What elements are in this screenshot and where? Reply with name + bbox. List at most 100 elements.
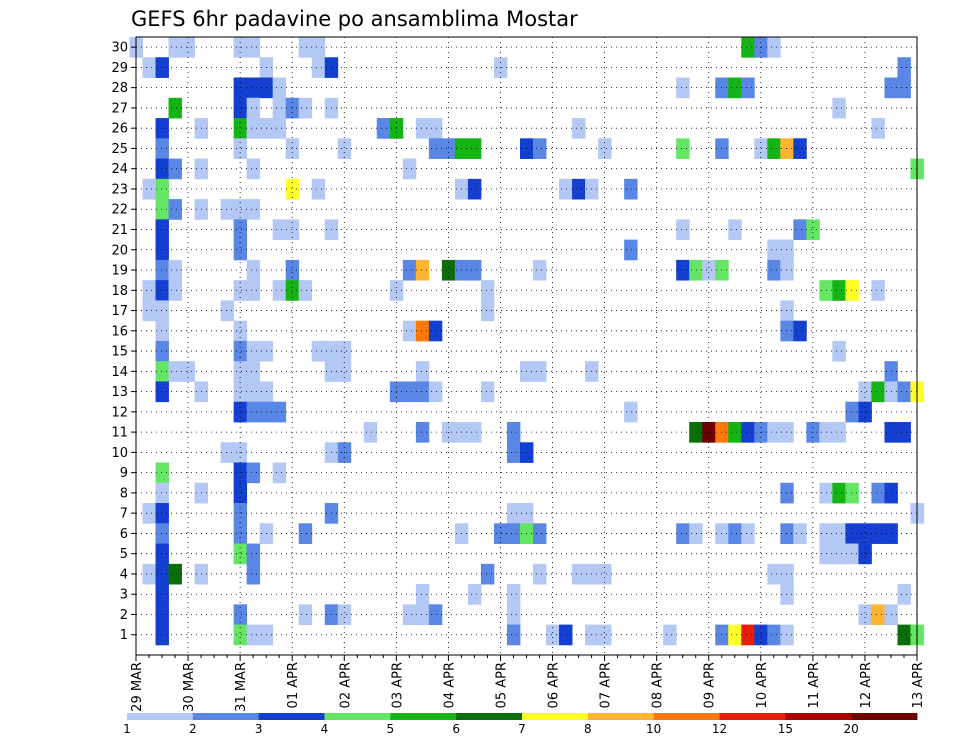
heatmap-cell xyxy=(285,219,300,241)
y-tick-label: 28 xyxy=(111,81,128,96)
heatmap-cell xyxy=(767,421,781,443)
x-tick-label: 03 APR xyxy=(390,662,405,708)
heatmap-cell xyxy=(233,320,248,342)
heatmap-cell xyxy=(533,259,547,281)
heatmap-cell xyxy=(845,543,859,565)
colorbar-swatch xyxy=(785,713,852,720)
heatmap-cell xyxy=(272,118,287,139)
heatmap-cell xyxy=(480,563,495,585)
heatmap-cell xyxy=(376,118,391,139)
x-tick-label: 10 APR xyxy=(755,662,770,708)
colorbar-label: 1 xyxy=(123,722,131,736)
heatmap-cell xyxy=(780,138,794,159)
heatmap-cell xyxy=(845,523,859,544)
heatmap-cell xyxy=(155,138,169,159)
heatmap-cell xyxy=(780,584,794,605)
heatmap-cell xyxy=(233,118,248,139)
heatmap-cell xyxy=(415,118,430,139)
colorbar-legend: 1 2 3 4 5 6 7 8 10 12 15 20 xyxy=(123,713,918,736)
heatmap-cell xyxy=(402,259,417,281)
heatmap-cell xyxy=(142,178,156,200)
heatmap-cell xyxy=(428,604,443,625)
heatmap-cell xyxy=(728,77,742,99)
heatmap-cell xyxy=(897,584,911,605)
heatmap-cell xyxy=(676,77,690,99)
colorbar-swatch xyxy=(192,713,260,720)
heatmap-cell xyxy=(246,259,261,281)
grid-lines xyxy=(136,37,917,655)
heatmap-cell xyxy=(624,178,638,200)
heatmap-cell xyxy=(845,482,859,504)
heatmap-cell xyxy=(780,239,794,261)
heatmap-cell xyxy=(246,97,261,119)
heatmap-cell xyxy=(676,138,690,159)
y-tick-label: 26 xyxy=(111,122,128,137)
colorbar-label: 7 xyxy=(518,722,526,736)
heatmap-cell xyxy=(624,239,638,261)
heatmap-cell xyxy=(155,503,169,524)
x-tick-label: 05 APR xyxy=(494,662,509,708)
heatmap-cell xyxy=(441,138,456,159)
heatmap-cell xyxy=(233,482,248,504)
heatmap-cell xyxy=(832,280,846,301)
heatmap-cell xyxy=(676,259,690,281)
heatmap-cell xyxy=(598,563,612,585)
heatmap-cell xyxy=(689,523,703,544)
heatmap-cell xyxy=(871,118,885,139)
heatmap-cell xyxy=(246,340,261,362)
heatmap-cell xyxy=(572,178,586,200)
y-tick-label: 4 xyxy=(120,567,128,582)
heatmap-cell xyxy=(246,158,261,180)
heatmap-cell xyxy=(142,300,156,322)
heatmap-cell xyxy=(598,624,612,646)
heatmap-cell xyxy=(428,320,443,342)
heatmap-cell xyxy=(832,97,846,119)
colorbar-swatch xyxy=(522,713,589,720)
heatmap-cell xyxy=(155,158,169,180)
heatmap-cell xyxy=(506,523,521,544)
heatmap-cell xyxy=(298,280,313,301)
heatmap-cell xyxy=(572,118,586,139)
heatmap-cell xyxy=(155,239,169,261)
heatmap-cell xyxy=(402,381,417,403)
colorbar-swatch xyxy=(390,713,457,720)
colorbar-label: 8 xyxy=(584,722,592,736)
heatmap-cell xyxy=(155,563,169,585)
heatmap-cell xyxy=(155,118,169,139)
heatmap-cell xyxy=(780,320,794,342)
heatmap-cell xyxy=(728,624,742,646)
heatmap-cell xyxy=(402,604,417,625)
x-tick-label: 12 APR xyxy=(859,662,874,708)
y-tick-label: 19 xyxy=(111,264,128,279)
heatmap-cell xyxy=(832,523,846,544)
heatmap-cell xyxy=(285,138,300,159)
heatmap-cell xyxy=(767,563,781,585)
heatmap-cell xyxy=(168,97,182,119)
heatmap-cell xyxy=(402,320,417,342)
heatmap-cell xyxy=(337,138,352,159)
heatmap-cell xyxy=(858,543,872,565)
heatmap-cell xyxy=(233,604,248,625)
colorbar-label: 15 xyxy=(778,722,793,736)
heatmap-cell xyxy=(233,219,248,241)
y-tick-label: 14 xyxy=(111,365,128,380)
heatmap-cell xyxy=(780,624,794,646)
x-tick-label: 13 APR xyxy=(911,662,926,708)
heatmap-cell xyxy=(285,178,300,200)
heatmap-cell xyxy=(767,259,781,281)
heatmap-cell xyxy=(155,462,169,484)
heatmap-cell xyxy=(155,259,169,281)
heatmap-cell xyxy=(233,138,248,159)
x-tick-label: 02 APR xyxy=(338,662,353,708)
heatmap-cell xyxy=(402,158,417,180)
x-tick-label: 31 MAR xyxy=(234,662,249,712)
heatmap-cell xyxy=(233,280,248,301)
heatmap-cell xyxy=(168,37,182,58)
heatmap-cell xyxy=(155,178,169,200)
y-tick-label: 13 xyxy=(111,385,128,400)
heatmap-cell xyxy=(155,543,169,565)
x-tick-label: 29 MAR xyxy=(130,662,145,712)
heatmap-cell xyxy=(337,340,352,362)
heatmap-cell xyxy=(559,624,573,646)
x-axis: 29 MAR 30 MAR 31 MAR 01 APR 02 APR 03 APR 04 A… xyxy=(130,655,926,712)
